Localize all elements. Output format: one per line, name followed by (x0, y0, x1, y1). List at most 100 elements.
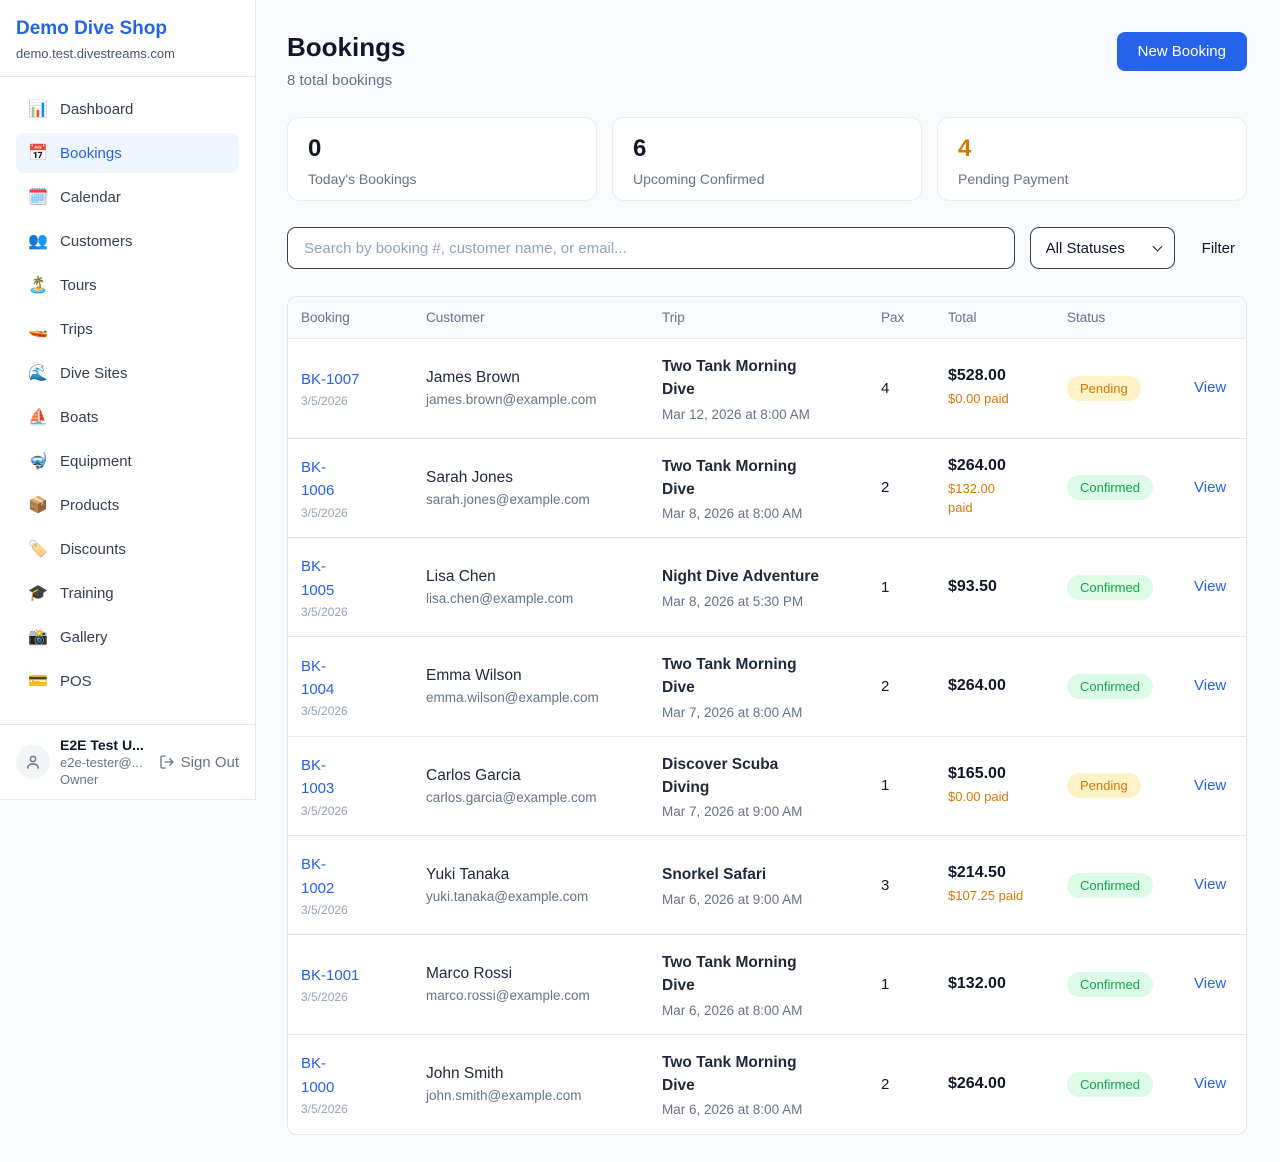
trip-datetime: Mar 8, 2026 at 8:00 AM (662, 506, 803, 521)
total-amount: $165.00 (948, 764, 1006, 782)
column-header-total: Total (948, 310, 977, 325)
sidebar-item-gallery[interactable]: 📸 Gallery (28, 628, 108, 647)
view-link[interactable]: View (1194, 776, 1227, 794)
customer-email: yuki.tanaka@example.com (426, 889, 589, 904)
sidebar-item-boats[interactable]: ⛵ Boats (28, 408, 99, 427)
view-link[interactable]: View (1194, 1075, 1227, 1092)
view-link[interactable]: View (1194, 379, 1227, 397)
filter-button[interactable]: Filter (1190, 240, 1247, 257)
stat-value: 0 (308, 135, 322, 162)
trip-name: Two Tank Morning Dive (662, 656, 797, 697)
stat-card: 4 Pending Payment (937, 117, 1247, 201)
table-row: BK- 1005 3/5/2026 Lisa Chen lisa.chen@ex… (288, 538, 1246, 637)
stat-card: 6 Upcoming Confirmed (612, 117, 922, 201)
booking-date: 3/5/2026 (301, 394, 348, 409)
user-section: E2E Test U... e2e-tester@... Owner Sign … (0, 724, 255, 799)
package-icon: 📦 (28, 497, 48, 514)
trip-name: Two Tank Morning Dive (662, 457, 797, 498)
paid-amount: $132.00 paid (948, 481, 995, 516)
view-link[interactable]: View (1194, 478, 1227, 496)
page-title: Bookings (287, 32, 406, 62)
sidebar-item-trips[interactable]: 🚤 Trips (28, 320, 93, 339)
stat-card: 0 Today's Bookings (287, 117, 597, 201)
trip-name: Snorkel Safari (662, 866, 767, 884)
view-link[interactable]: View (1194, 578, 1227, 595)
customer-email: sarah.jones@example.com (426, 491, 590, 507)
booking-number-link[interactable]: BK-1007 (301, 371, 360, 389)
booking-number-link[interactable]: BK- 1000 (301, 1055, 335, 1096)
label-icon: 🏷️ (28, 541, 48, 558)
wave-icon: 🌊 (28, 365, 48, 382)
view-link[interactable]: View (1194, 975, 1227, 993)
total-amount: $132.00 (948, 975, 1006, 993)
customer-name: Sarah Jones (426, 468, 514, 486)
main-content: Bookings 8 total bookings New Booking 0 … (256, 0, 1280, 1135)
customer-name: Emma Wilson (426, 667, 522, 685)
total-amount: $264.00 (948, 1075, 1006, 1092)
booking-number-link[interactable]: BK- 1006 (301, 459, 335, 500)
sidebar-item-equipment[interactable]: 🤿 Equipment (28, 452, 132, 471)
trip-name: Discover Scuba Diving (662, 755, 779, 796)
search-input[interactable] (287, 227, 1015, 269)
booking-number-link[interactable]: BK- 1004 (301, 657, 335, 698)
stat-value: 4 (958, 135, 972, 162)
customer-name: Marco Rossi (426, 965, 513, 983)
sign-out-button[interactable]: Sign Out (159, 754, 239, 771)
sidebar-item-discounts[interactable]: 🏷️ Discounts (28, 540, 126, 559)
status-badge: Confirmed (1067, 1071, 1153, 1097)
sidebar-item-tours[interactable]: 🏝️ Tours (28, 276, 97, 295)
user-role: Owner (60, 772, 99, 787)
table-body: BK-1007 3/5/2026 James Brown james.brown… (288, 339, 1246, 1134)
sidebar-item-dive-sites[interactable]: 🌊 Dive Sites (28, 364, 128, 383)
sidebar-item-training[interactable]: 🎓 Training (28, 584, 114, 603)
page-header: Bookings 8 total bookings New Booking (287, 32, 1247, 89)
camera-icon: 📸 (28, 629, 48, 646)
user-info: E2E Test U... e2e-tester@... Owner (60, 737, 149, 787)
sidebar-item-calendar[interactable]: 🗓️ Calendar (28, 188, 121, 207)
person-icon (27, 755, 39, 769)
customer-email: john.smith@example.com (426, 1088, 582, 1103)
trip-datetime: Mar 7, 2026 at 8:00 AM (662, 704, 803, 720)
trip-datetime: Mar 6, 2026 at 8:00 AM (662, 1102, 803, 1118)
table-row: BK- 1006 3/5/2026 Sarah Jones sarah.jone… (288, 439, 1246, 538)
booking-date: 3/5/2026 (301, 1101, 348, 1116)
total-amount: $528.00 (948, 367, 1006, 385)
people-icon: 👥 (28, 233, 48, 250)
sidebar-item-pos[interactable]: 💳 POS (28, 672, 92, 691)
booking-date: 3/5/2026 (301, 902, 348, 917)
sidebar: Demo Dive Shop demo.test.divestreams.com… (0, 0, 256, 800)
user-email: e2e-tester@... (60, 755, 143, 770)
booking-number-link[interactable]: BK- 1002 (301, 856, 335, 897)
customer-email: marco.rossi@example.com (426, 988, 590, 1004)
sidebar-item-customers[interactable]: 👥 Customers (28, 232, 133, 251)
view-link[interactable]: View (1194, 677, 1227, 695)
booking-number-link[interactable]: BK- 1003 (301, 757, 335, 798)
customer-name: James Brown (426, 369, 520, 387)
view-link[interactable]: View (1194, 876, 1227, 893)
status-badge: Confirmed (1067, 673, 1153, 699)
status-select[interactable]: All Statuses (1029, 227, 1175, 269)
sidebar-header: Demo Dive Shop demo.test.divestreams.com (0, 0, 255, 77)
graduation-cap-icon: 🎓 (28, 585, 48, 602)
customer-email: lisa.chen@example.com (426, 591, 574, 606)
bookings-table: Booking Customer Trip Pax Total Status B… (287, 296, 1247, 1135)
pax-count: 2 (881, 677, 890, 695)
status-select-wrap: All Statuses (1029, 227, 1175, 269)
total-amount: $264.00 (948, 457, 1006, 475)
paid-amount: $0.00 paid (948, 788, 1009, 804)
sidebar-item-dashboard[interactable]: 📊 Dashboard (28, 100, 134, 119)
credit-card-icon: 💳 (28, 673, 48, 690)
booking-date: 3/5/2026 (301, 803, 348, 818)
new-booking-button[interactable]: New Booking (1116, 32, 1247, 71)
sign-out-icon (159, 755, 174, 769)
paid-amount: $107.25 paid (948, 888, 1024, 904)
customer-email: emma.wilson@example.com (426, 690, 599, 706)
calendar-icon: 📅 (28, 145, 48, 162)
sidebar-item-bookings[interactable]: 📅 Bookings (16, 133, 239, 173)
trip-datetime: Mar 6, 2026 at 8:00 AM (662, 1002, 803, 1018)
booking-date: 3/5/2026 (301, 704, 348, 718)
booking-number-link[interactable]: BK- 1005 (301, 558, 335, 599)
booking-number-link[interactable]: BK-1001 (301, 967, 360, 985)
trip-datetime: Mar 7, 2026 at 9:00 AM (662, 804, 803, 819)
sidebar-item-products[interactable]: 📦 Products (28, 496, 120, 515)
